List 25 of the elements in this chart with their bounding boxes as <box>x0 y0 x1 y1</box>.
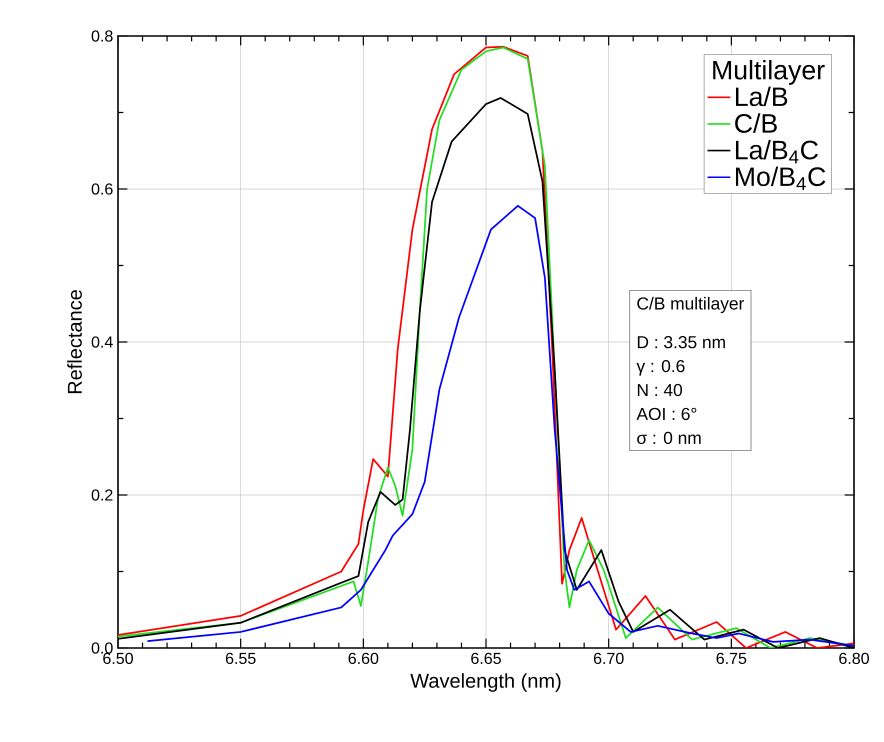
legend-label: La/B <box>736 86 788 106</box>
x-tick-label: 6.75 <box>716 652 746 664</box>
x-axis-title: Wavelength (nm) <box>410 673 560 692</box>
x-tick-label: 6.80 <box>839 652 869 664</box>
y-axis-title: Reflectance <box>67 290 82 394</box>
y-tick-label: 0.8 <box>92 30 113 42</box>
y-tick-label: 0.0 <box>92 642 113 654</box>
legend-title: Multilayer <box>713 60 825 85</box>
x-tick-label: 6.60 <box>348 652 378 664</box>
x-tick-label: 6.70 <box>594 652 624 664</box>
y-tick-label: 0.4 <box>92 336 113 348</box>
annotation: γ : 0.6 <box>636 360 685 376</box>
legend-label: La/B$_{4}$C <box>736 140 818 164</box>
x-tick-label: 6.50 <box>103 652 133 664</box>
annotation: AOI : 6° <box>636 408 696 420</box>
annotation: N : 40 <box>638 384 682 396</box>
x-tick-label: 6.65 <box>471 652 501 664</box>
y-tick-label: 0.6 <box>92 183 113 195</box>
x-tick-label: 6.55 <box>226 652 256 664</box>
annotation: D : 3.35 nm <box>638 336 725 348</box>
annotation: σ : 0 nm <box>637 432 701 444</box>
legend-label: C/B <box>735 113 777 133</box>
legend-label: Mo/B$_{4}$C <box>736 166 826 190</box>
annotation: C/B multilayer <box>637 296 744 314</box>
y-tick-label: 0.2 <box>92 489 112 501</box>
